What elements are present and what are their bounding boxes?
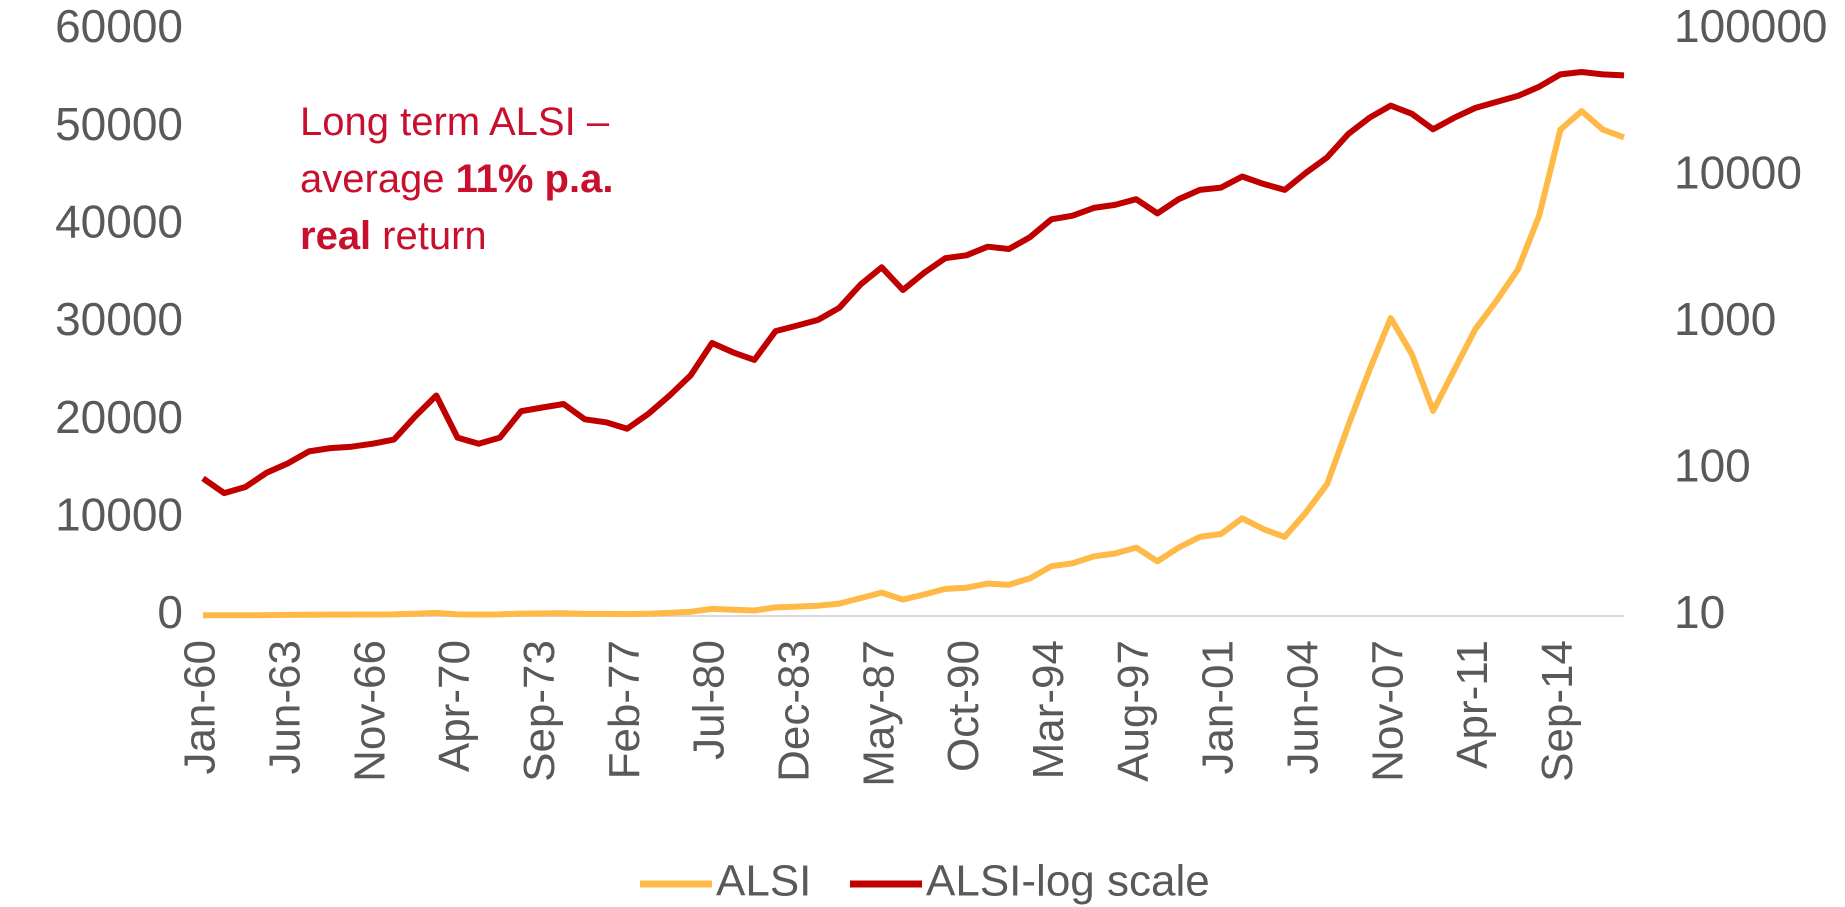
annotation-text: return [382, 214, 487, 258]
x-tick-label: Dec-83 [769, 640, 818, 782]
x-tick-label: Jan-01 [1194, 640, 1243, 775]
y2-tick-label: 10 [1674, 586, 1725, 638]
y-tick-label: 0 [157, 586, 183, 638]
x-tick-label: Jun-63 [260, 640, 309, 775]
x-tick-label: Nov-66 [345, 640, 394, 782]
x-tick-label: Sep-14 [1533, 640, 1582, 782]
x-tick-label: May-87 [854, 640, 903, 787]
legend-label: ALSI [716, 857, 811, 906]
annotation-text: real [300, 214, 371, 258]
y-tick-label: 50000 [55, 98, 183, 150]
x-tick-label: Apr-11 [1448, 640, 1497, 769]
annotation-text: 11% p.a. [456, 157, 614, 201]
annotation-text: Long term ALSI – [300, 100, 610, 144]
legend-label: ALSI-log scale [926, 857, 1210, 906]
annotation-text: average [300, 157, 445, 201]
x-tick-label: Apr-70 [430, 640, 479, 772]
y2-tick-label: 1000 [1674, 293, 1776, 345]
y-tick-label: 40000 [55, 195, 183, 247]
y-tick-label: 60000 [55, 0, 183, 52]
x-tick-label: Jul-80 [685, 640, 734, 760]
series-line [202, 108, 1626, 619]
y-tick-label: 10000 [55, 488, 183, 540]
x-tick-label: Nov-07 [1363, 640, 1412, 782]
x-tick-label: Jan-60 [176, 640, 225, 775]
y2-tick-label: 100000 [1674, 0, 1828, 52]
x-tick-label: Feb-77 [600, 640, 649, 779]
series-line [201, 69, 1625, 497]
y-tick-label: 30000 [55, 293, 183, 345]
x-tick-label: Mar-94 [1024, 640, 1073, 779]
y2-tick-label: 10000 [1674, 147, 1802, 199]
y2-tick-label: 100 [1674, 440, 1751, 492]
x-tick-label: Jun-04 [1278, 640, 1327, 775]
annotation: Long term ALSI – average 11% p.a. real retur… [300, 100, 613, 258]
x-tick-label: Oct-90 [939, 640, 988, 772]
x-tick-label: Sep-73 [515, 640, 564, 782]
y-tick-label: 20000 [55, 391, 183, 443]
x-tick-label: Aug-97 [1109, 640, 1158, 782]
